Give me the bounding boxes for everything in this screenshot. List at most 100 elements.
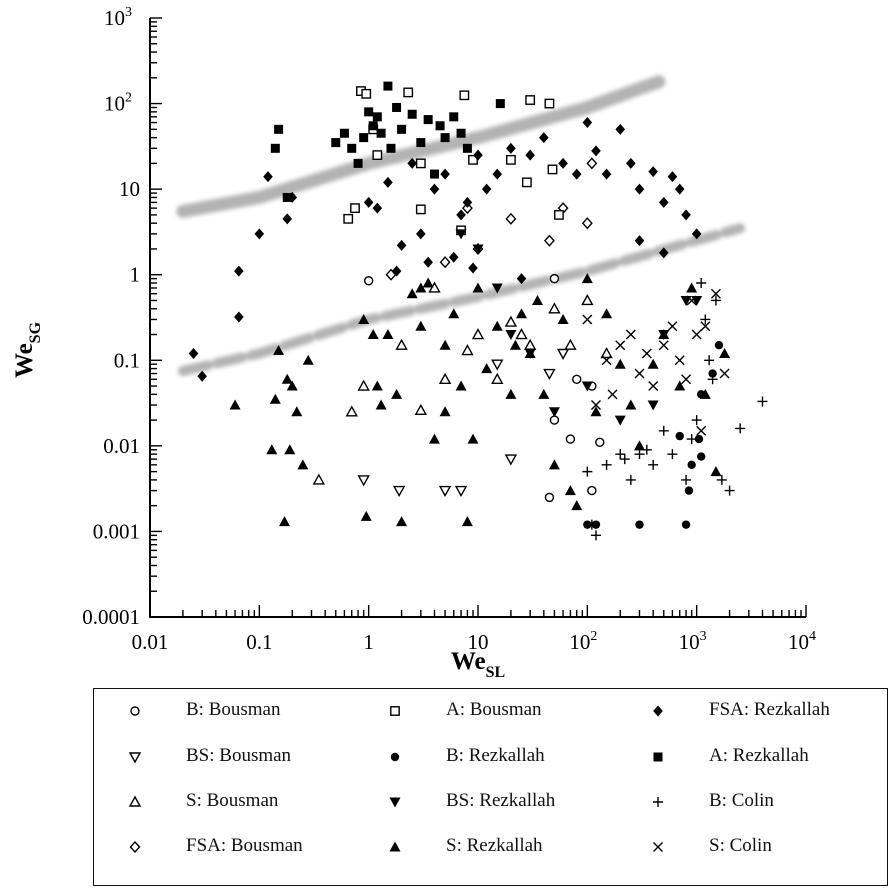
data-point-cross — [710, 288, 721, 299]
axes — [149, 17, 807, 618]
data-point-diamond-filled — [391, 265, 402, 277]
data-point-cross — [641, 348, 652, 359]
data-point-diamond-filled — [263, 171, 273, 183]
data-point-plus — [735, 423, 746, 434]
data-point-triangle-down-filled — [455, 229, 467, 240]
legend-marker — [128, 751, 142, 764]
legend-item: BS: Rezkallah — [384, 786, 555, 816]
data-point-plus — [619, 454, 630, 465]
legend-marker-circle-open — [130, 705, 140, 716]
data-point-diamond-filled — [634, 235, 645, 247]
data-point-triangle-up-filled — [439, 406, 451, 417]
data-point-plus — [691, 415, 702, 426]
data-point-square-open — [554, 210, 564, 220]
data-point-plus — [658, 425, 669, 436]
x-tick-label: 103 — [679, 629, 707, 654]
data-point-circle-filled — [714, 341, 724, 350]
data-point-triangle-up-filled — [279, 516, 291, 527]
data-point-diamond-filled — [615, 123, 626, 135]
data-point-triangle-up-open — [523, 338, 537, 350]
data-point-diamond-filled — [571, 168, 582, 180]
data-point-plus — [667, 449, 678, 460]
data-point-circle-open — [549, 273, 560, 284]
legend-item: B: Colin — [647, 786, 774, 816]
data-point-triangle-up-filled — [658, 329, 670, 340]
data-point-circle-filled — [694, 434, 704, 444]
data-point-circle-open — [363, 276, 374, 286]
data-point-diamond-open — [581, 217, 593, 230]
data-point-cross — [674, 355, 685, 366]
legend-label: A: Rezkallah — [709, 745, 809, 766]
data-point-diamond-filled — [481, 183, 492, 195]
data-point-triangle-up-open — [414, 403, 428, 416]
data-point-triangle-up-filled — [266, 444, 278, 455]
data-point-triangle-down-filled — [614, 415, 626, 426]
legend-symbol — [384, 786, 406, 816]
data-point-plus — [601, 459, 612, 470]
legend-label: S: Rezkallah — [446, 835, 543, 856]
data-point-diamond-filled — [429, 183, 440, 195]
data-point-triangle-up-filled — [371, 380, 383, 391]
data-point-diamond-filled — [539, 132, 549, 144]
legend-symbol — [647, 831, 669, 861]
x-tick-label: 0.1 — [246, 630, 272, 654]
data-point-triangle-down-open — [438, 485, 452, 498]
data-point-diamond-filled — [468, 262, 478, 274]
data-point-triangle-up-filled — [273, 345, 285, 356]
data-point-square-filled — [383, 81, 393, 91]
data-point-square-filled — [386, 143, 396, 153]
data-point-diamond-filled — [492, 168, 503, 180]
data-point-circle-filled — [675, 431, 684, 441]
data-point-triangle-up-open — [548, 302, 561, 314]
data-point-square-filled — [440, 133, 450, 143]
data-point-triangle-up-open — [600, 347, 613, 359]
legend-label: B: Bousman — [186, 699, 281, 720]
legend-item: BS: Bousman — [124, 741, 291, 771]
data-point-square-open — [403, 87, 414, 98]
y-tick-label: 0.01 — [103, 434, 140, 458]
data-point-cross — [691, 329, 702, 340]
x-axis-label: WeSL — [451, 648, 505, 681]
data-point-plus — [707, 374, 718, 385]
data-point-diamond-filled — [448, 251, 459, 263]
x-tick-label: 104 — [788, 629, 816, 654]
data-point-square-open — [361, 88, 372, 99]
data-point-square-open — [544, 98, 555, 109]
data-point-triangle-up-open — [438, 372, 452, 384]
legend-symbol — [124, 786, 146, 816]
data-point-triangle-up-filled — [581, 273, 593, 284]
data-point-diamond-filled — [658, 196, 669, 208]
legend-symbol — [384, 695, 406, 725]
data-point-triangle-up-filled — [302, 354, 314, 365]
data-point-triangle-up-open — [345, 405, 358, 417]
legend-item: A: Bousman — [384, 695, 542, 725]
data-point-square-open — [459, 90, 470, 101]
data-point-square-open — [525, 95, 536, 105]
data-point-square-open — [547, 164, 558, 175]
weber-number-chart: 0.01 0.1 1 10 102 103 104 0.0001 0.001 0.01 0.1 1 10… — [11, 5, 816, 681]
data-point-triangle-up-filled — [269, 393, 281, 404]
data-point-triangle-up-filled — [467, 433, 479, 444]
data-point-diamond-filled — [234, 265, 244, 277]
data-point-triangle-up-filled — [564, 485, 576, 496]
data-point-triangle-up-filled — [229, 399, 241, 410]
data-point-triangle-down-filled — [647, 400, 659, 411]
data-point-triangle-up-filled — [710, 466, 722, 477]
legend-label: FSA: Bousman — [186, 835, 303, 856]
data-point-plus — [696, 278, 707, 289]
data-point-triangle-up-filled — [382, 329, 394, 340]
data-point-diamond-filled — [667, 171, 678, 183]
data-point-triangle-up-filled — [590, 406, 602, 417]
data-point-plus — [582, 466, 593, 477]
legend-item: B: Rezkallah — [384, 741, 545, 771]
data-point-circle-filled — [687, 460, 696, 470]
data-point-triangle-up-open — [357, 379, 370, 391]
data-point-diamond-filled — [558, 157, 568, 169]
legend-marker-triangle-up-filled — [389, 841, 401, 852]
data-point-triangle-up-filled — [415, 320, 427, 331]
data-point-plus — [681, 474, 692, 485]
data-point-diamond-filled — [691, 228, 702, 240]
legend-marker-circle-filled — [390, 752, 400, 761]
data-point-plus — [586, 519, 597, 530]
data-point-plus — [716, 474, 727, 485]
